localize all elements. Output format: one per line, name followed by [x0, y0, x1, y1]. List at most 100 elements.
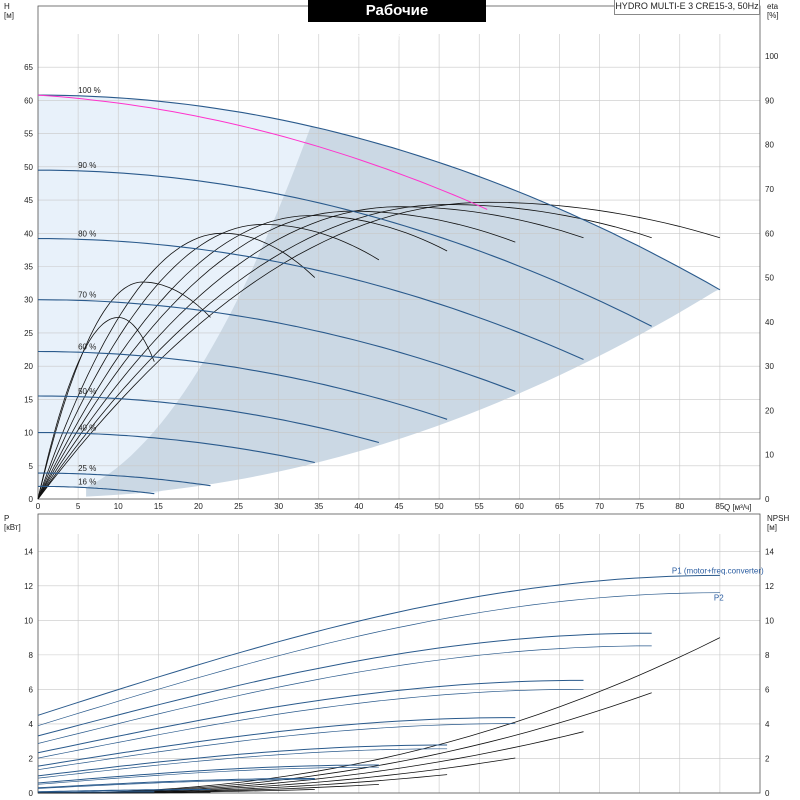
model-label: HYDRO MULTI-E 3 CRE15-3, 50Hz	[614, 0, 760, 15]
power-p2-curve	[38, 791, 155, 793]
power-p2-curve	[37, 723, 516, 771]
efficiency-curve	[37, 232, 316, 500]
y2-tick-label: 40	[765, 318, 774, 327]
x-tick-label: 55	[475, 502, 484, 511]
x-tick-label: 10	[114, 502, 123, 511]
speed-label: 50 %	[78, 387, 96, 396]
x-tick-label: 65	[555, 502, 564, 511]
npsh-tick-label: 4	[765, 720, 770, 729]
hq-curve	[37, 299, 516, 392]
hq-curve	[38, 472, 211, 487]
p-tick-label: 0	[29, 789, 34, 798]
speed-label: 16 %	[78, 477, 96, 486]
hq-curve	[37, 350, 448, 420]
x-tick-label: 80	[675, 502, 684, 511]
eta-axis-label: eta	[767, 2, 779, 11]
power-p1-curve	[37, 679, 584, 754]
speed-label: 100 %	[78, 86, 101, 95]
power-p1-curve	[37, 632, 652, 737]
x-tick-label: 60	[515, 502, 524, 511]
npsh-tick-label: 14	[765, 547, 774, 556]
y-tick-label: 5	[29, 462, 34, 471]
efficiency-curve	[37, 210, 516, 500]
chart-title: Рабочие характеристики	[308, 0, 486, 41]
x-tick-label: 40	[354, 502, 363, 511]
y-tick-label: 20	[24, 362, 33, 371]
y2-tick-label: 30	[765, 362, 774, 371]
power-p1-curve	[37, 764, 379, 784]
x-tick-label: 0	[36, 502, 41, 511]
power-p2-curve	[37, 748, 448, 779]
power-p2-curve	[37, 592, 720, 727]
y-tick-label: 10	[24, 429, 33, 438]
y2-tick-label: 100	[765, 52, 779, 61]
hq-curve	[38, 169, 652, 327]
power-p2-curve	[37, 688, 584, 759]
npsh-tick-label: 0	[765, 789, 770, 798]
y-tick-label: 55	[24, 130, 33, 139]
h-axis-label: H	[4, 2, 10, 11]
x-tick-label: 70	[595, 502, 604, 511]
efficiency-curve	[37, 317, 155, 500]
p-tick-label: 14	[24, 547, 33, 556]
x-tick-label: 20	[194, 502, 203, 511]
power-p1-curve	[37, 717, 516, 767]
x-tick-label: 45	[395, 502, 404, 511]
y-tick-label: 45	[24, 196, 33, 205]
npsh-axis-label: NPSH	[767, 514, 790, 523]
speed-label: 90 %	[78, 161, 96, 170]
y2-tick-label: 80	[765, 141, 774, 150]
p-axis-unit: [кВт]	[4, 523, 21, 532]
x-tick-label: 30	[274, 502, 283, 511]
top-grid	[37, 34, 760, 500]
x-tick-label: 15	[154, 502, 163, 511]
p2-series-label: P2	[714, 594, 724, 603]
y-tick-label: 65	[24, 63, 33, 72]
x-tick-label: 50	[435, 502, 444, 511]
y-tick-label: 30	[24, 296, 33, 305]
npsh-tick-label: 6	[765, 685, 770, 694]
y-tick-label: 0	[29, 495, 34, 504]
npsh-axis-unit: [м]	[767, 523, 777, 532]
efficiency-curve	[37, 215, 448, 500]
hq-curve	[38, 238, 584, 361]
y2-tick-label: 50	[765, 274, 774, 283]
power-p2-curve	[37, 766, 379, 785]
power-p2-curve	[37, 779, 315, 789]
p-tick-label: 12	[24, 582, 33, 591]
speed-label: 25 %	[78, 464, 96, 473]
bottom-grid	[37, 534, 760, 794]
y-tick-label: 25	[24, 329, 33, 338]
bottom-frame	[37, 513, 761, 794]
npsh-tick-label: 12	[765, 582, 774, 591]
operating-region-dark	[86, 126, 720, 497]
p-tick-label: 6	[29, 685, 34, 694]
p-axis-label: P	[4, 514, 10, 523]
power-p2-curve	[37, 645, 652, 744]
power-p1-curve	[37, 574, 720, 716]
speed-label: 60 %	[78, 343, 96, 352]
x-tick-label: 35	[314, 502, 323, 511]
npsh-tick-label: 2	[765, 754, 770, 763]
hq-curve	[38, 432, 315, 464]
x-tick-label: 85	[715, 502, 724, 511]
x-tick-label: 5	[76, 502, 81, 511]
p-tick-label: 2	[29, 754, 34, 763]
p1-series-label: P1 (motor+freq.converter)	[672, 566, 764, 575]
limit-curve	[37, 94, 488, 210]
p-tick-label: 4	[29, 720, 34, 729]
power-p1-curve	[37, 744, 448, 777]
npsh-tick-label: 10	[765, 616, 774, 625]
npsh-curve	[37, 637, 721, 794]
efficiency-curve	[37, 201, 721, 500]
h-axis-unit: [м]	[4, 11, 14, 20]
efficiency-curve	[37, 223, 380, 500]
npsh-tick-label: 8	[765, 651, 770, 660]
y-tick-label: 35	[24, 263, 33, 272]
y-tick-label: 15	[24, 395, 33, 404]
hq-curve	[37, 395, 380, 444]
y2-tick-label: 90	[765, 96, 774, 105]
x-tick-label: 25	[234, 502, 243, 511]
